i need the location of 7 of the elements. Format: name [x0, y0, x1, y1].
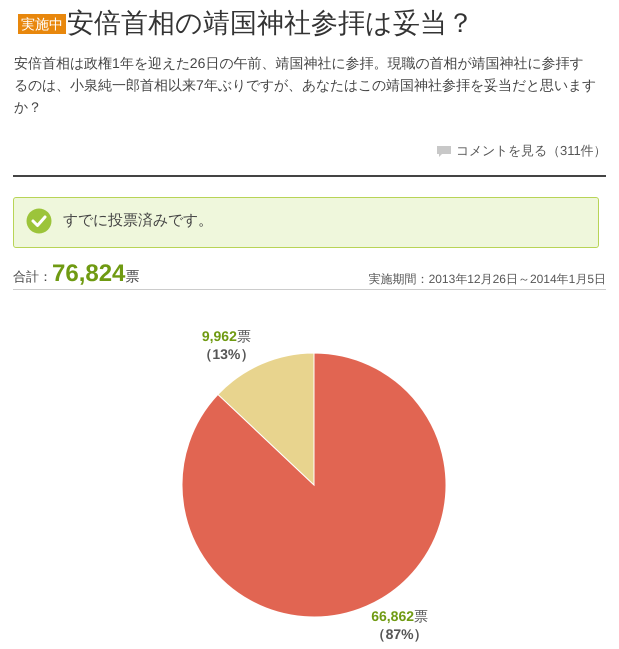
- subtitle: 安倍首相は政権1年を迎えた26日の午前、靖国神社に参拝。現職の首相が靖国神社に参拝するのは、小泉純一郎首相以来7年ぶりですが、あなたはこの靖国神社参拝を妥当だと思いますか？: [14, 54, 597, 117]
- period: 実施期間：2013年12月26日～2014年1月5日: [368, 271, 606, 287]
- comment-link: コメントを見る（311件）: [456, 142, 607, 160]
- badge: 実施中: [18, 14, 66, 34]
- total: 合計：76,824票: [13, 260, 140, 289]
- status-text: すでに投票済みです。: [63, 211, 213, 231]
- title: 安倍首相の靖国神社参拝は妥当？: [67, 7, 474, 40]
